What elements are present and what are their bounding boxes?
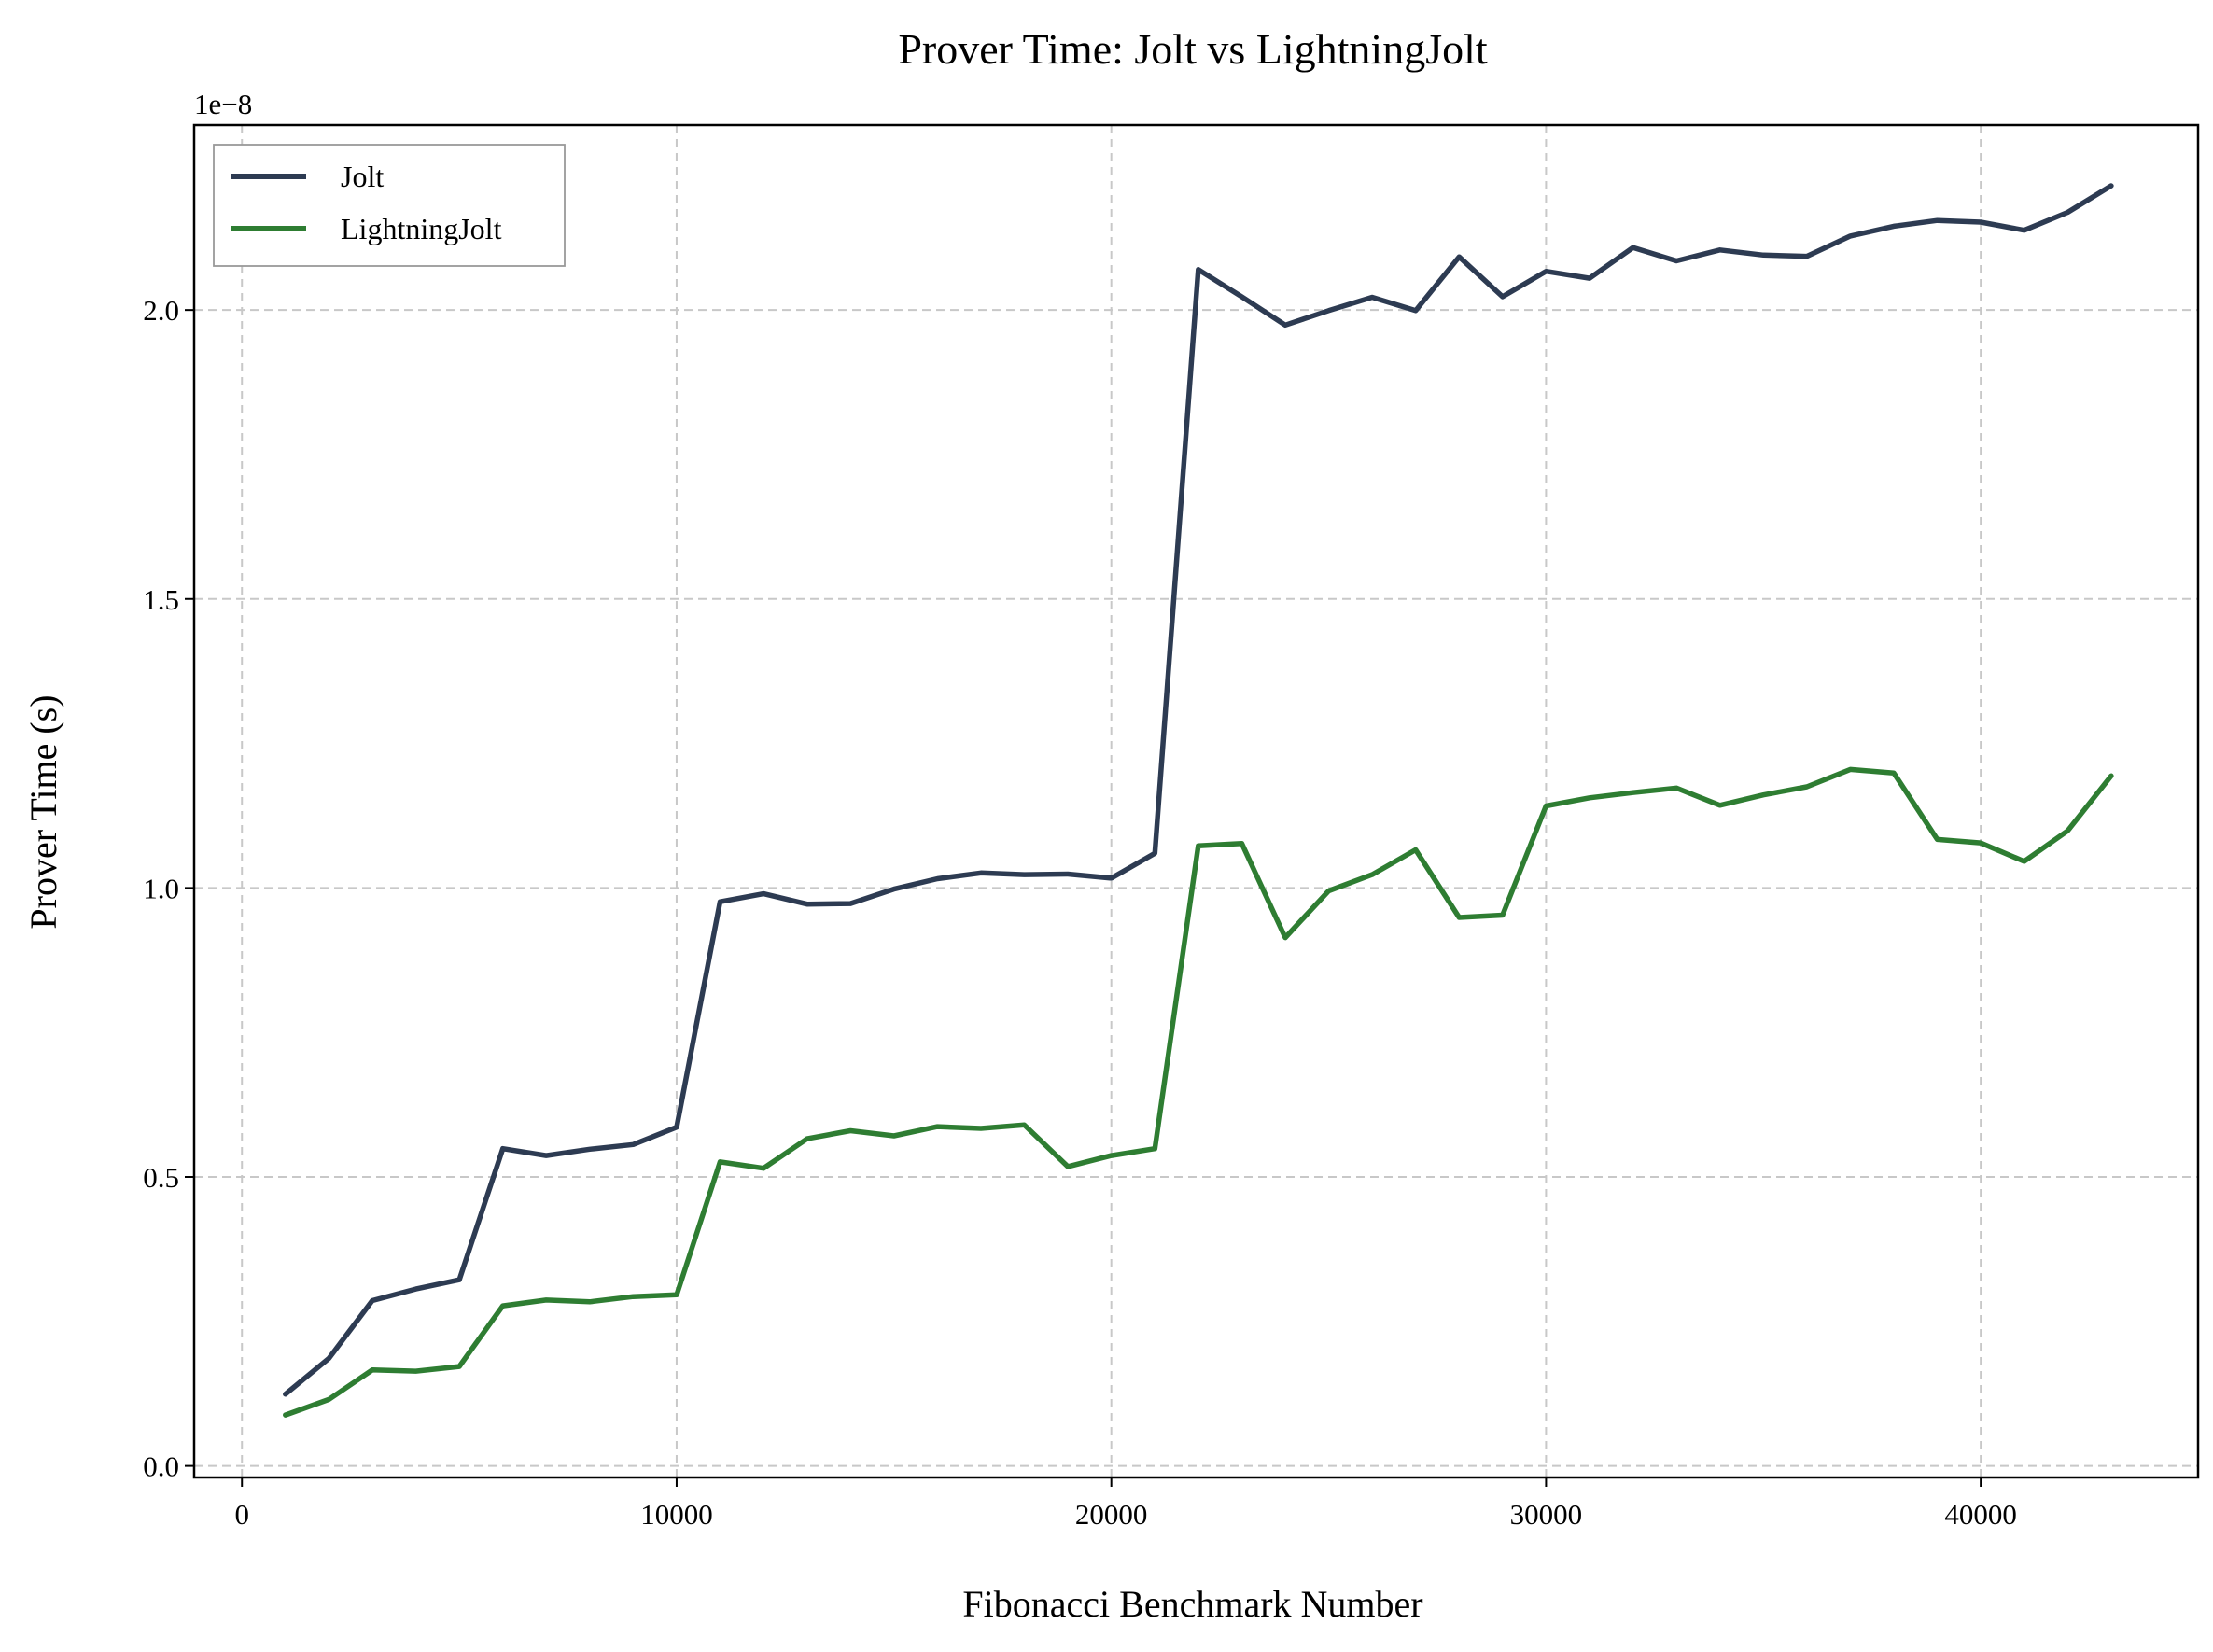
x-tick-label: 0 <box>234 1498 249 1531</box>
y-tick-label: 1.0 <box>143 872 179 904</box>
x-axis-ticks: 0 10000 20000 30000 40000 <box>234 1477 2017 1531</box>
y-tick-label: 0.5 <box>143 1161 179 1194</box>
x-tick-label: 10000 <box>640 1498 713 1531</box>
legend-box <box>213 144 566 267</box>
x-tick-label: 30000 <box>1510 1498 1583 1531</box>
x-axis-label: Fibonacci Benchmark Number <box>962 1583 1422 1625</box>
legend: Jolt LightningJolt <box>213 144 566 267</box>
plot-frame <box>192 123 2200 1479</box>
y-tick-label: 1.5 <box>143 583 179 616</box>
y-tick-label: 2.0 <box>143 294 179 327</box>
y-tick-label: 0.0 <box>143 1450 179 1483</box>
series-line-jolt <box>283 183 2114 1397</box>
y-axis-ticks: 0.0 0.5 1.0 1.5 2.0 <box>143 294 194 1483</box>
legend-label-lightningjolt: LightningJolt <box>341 212 502 245</box>
y-axis-label: Prover Time (s) <box>22 694 64 929</box>
y-offset-label: 1e−8 <box>194 88 252 120</box>
legend-label-jolt: Jolt <box>341 160 384 193</box>
series-group <box>283 183 2114 1418</box>
series-line-lightningjolt <box>283 766 2114 1418</box>
chart-title: Prover Time: Jolt vs LightningJolt <box>898 25 1488 73</box>
x-tick-label: 40000 <box>1944 1498 2017 1531</box>
x-tick-label: 20000 <box>1075 1498 1148 1531</box>
grid <box>194 125 2198 1477</box>
